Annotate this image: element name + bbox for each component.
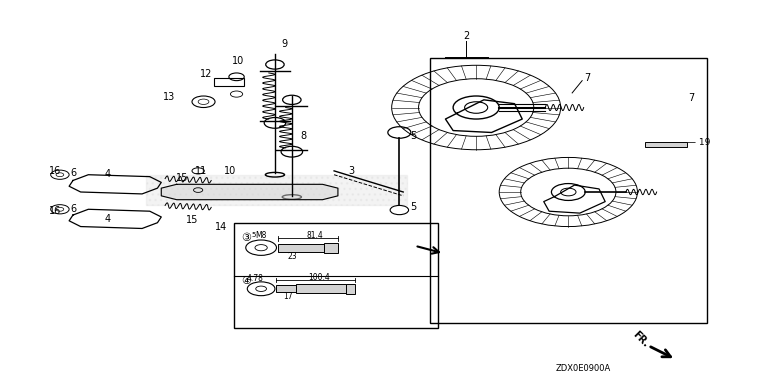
Bar xyxy=(324,243,338,253)
Text: 3: 3 xyxy=(349,166,355,176)
Bar xyxy=(430,58,707,323)
Text: 9: 9 xyxy=(281,39,287,49)
Text: M8: M8 xyxy=(256,230,266,240)
Text: 100.4: 100.4 xyxy=(308,273,329,282)
Text: 23: 23 xyxy=(287,252,296,261)
Text: 11: 11 xyxy=(195,166,207,176)
Text: 4.78: 4.78 xyxy=(247,273,263,283)
Text: 8: 8 xyxy=(300,131,306,141)
Text: 7: 7 xyxy=(584,73,591,83)
Text: 14: 14 xyxy=(215,222,227,232)
Bar xyxy=(346,284,355,294)
Text: 6: 6 xyxy=(71,168,77,178)
Text: 10: 10 xyxy=(224,166,237,176)
Text: 12: 12 xyxy=(200,69,212,79)
Text: 5: 5 xyxy=(410,202,416,212)
Text: 16: 16 xyxy=(49,206,61,216)
Text: 4: 4 xyxy=(104,169,111,179)
Text: 15: 15 xyxy=(186,215,198,225)
Text: 5: 5 xyxy=(410,131,416,141)
Text: ZDX0E0900A: ZDX0E0900A xyxy=(555,364,611,373)
Text: 17: 17 xyxy=(283,292,293,301)
Bar xyxy=(296,284,346,293)
Bar xyxy=(214,78,244,86)
Text: 2: 2 xyxy=(463,31,469,41)
Text: FR.: FR. xyxy=(631,329,650,349)
Text: 16: 16 xyxy=(49,166,61,176)
Bar xyxy=(278,244,324,252)
Text: 4: 4 xyxy=(104,214,111,224)
Text: 5: 5 xyxy=(251,232,256,238)
Text: 13: 13 xyxy=(163,92,175,102)
Text: 10: 10 xyxy=(232,56,244,66)
Bar xyxy=(645,142,687,147)
Bar xyxy=(234,223,438,328)
Text: 7: 7 xyxy=(688,93,694,103)
Polygon shape xyxy=(146,175,407,205)
Bar xyxy=(276,285,296,292)
Polygon shape xyxy=(161,184,338,200)
Text: ③: ③ xyxy=(240,233,251,243)
Text: — 19: — 19 xyxy=(687,138,710,147)
Text: 15: 15 xyxy=(176,173,188,183)
Text: ④: ④ xyxy=(240,276,251,286)
Text: 81.4: 81.4 xyxy=(306,230,323,240)
Text: 6: 6 xyxy=(71,204,77,214)
